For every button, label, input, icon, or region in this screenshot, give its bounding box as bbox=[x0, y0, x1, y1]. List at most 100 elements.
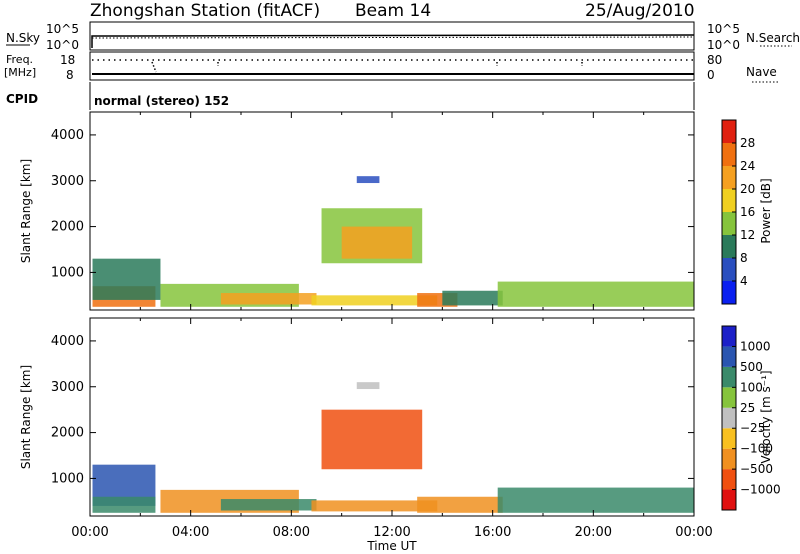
freq-tick-top: 18 bbox=[60, 53, 75, 67]
power-data-cells bbox=[92, 176, 694, 307]
power-colorbar-tick-label-5: 24 bbox=[740, 159, 755, 173]
velocity-echo-region-6 bbox=[417, 496, 503, 513]
velocity-echo-region-8 bbox=[356, 382, 380, 390]
velocity-echo-region-3 bbox=[220, 499, 317, 511]
cpid-program-text: normal (stereo) 152 bbox=[94, 94, 229, 108]
power-ytick-label-0: 1000 bbox=[51, 265, 84, 280]
time-tick-label-3: 12:00 bbox=[373, 525, 410, 540]
velocity-colorbar-cell-1 bbox=[722, 469, 736, 490]
power-colorbar-tick-label-4: 20 bbox=[740, 182, 755, 196]
velocity-echo-region-7 bbox=[497, 487, 694, 513]
velocity-echo-region-5 bbox=[321, 409, 423, 470]
velocity-ytick-label-2: 3000 bbox=[51, 380, 84, 395]
freq-tick-bottom: 8 bbox=[66, 68, 74, 82]
time-tick-label-2: 08:00 bbox=[273, 525, 310, 540]
beam-title: Beam 14 bbox=[355, 1, 431, 21]
velocity-colorbar-label: Velocity [m s⁻¹] bbox=[759, 370, 773, 463]
velocity-colorbar-tick-label-7: −1000 bbox=[740, 483, 781, 497]
power-ytick-label-2: 3000 bbox=[51, 174, 84, 189]
power-colorbar-tick-label-3: 16 bbox=[740, 205, 755, 219]
nsky-trace bbox=[91, 34, 695, 48]
time-tick-label-4: 16:00 bbox=[474, 525, 511, 540]
time-axis-ticks: 00:00 04:00 08:00 12:00 16:00 20:00 00:00 bbox=[71, 525, 712, 540]
power-colorbar-cell-3 bbox=[722, 212, 736, 235]
power-echo-region-6 bbox=[341, 226, 413, 259]
power-ytick-label-1: 2000 bbox=[51, 220, 84, 235]
nave-label: Nave bbox=[746, 65, 777, 79]
date-title: 25/Aug/2010 bbox=[585, 1, 695, 21]
power-echo-region-3 bbox=[220, 293, 317, 305]
cpid-label: CPID bbox=[6, 92, 38, 106]
power-colorbar-cell-0 bbox=[722, 281, 736, 304]
nave-tick-bottom: 0 bbox=[707, 68, 715, 82]
power-echo-region-1 bbox=[92, 258, 161, 300]
freq-unit-label: [MHz] bbox=[4, 66, 36, 79]
noise-panel-frame bbox=[89, 21, 695, 51]
power-colorbar-cell-6 bbox=[722, 143, 736, 166]
time-axis-label: Time UT bbox=[366, 539, 417, 553]
power-colorbar-tick-label-0: 4 bbox=[740, 274, 748, 288]
time-tick-label-1: 04:00 bbox=[172, 525, 209, 540]
noise-tick-top-right: 10^5 bbox=[707, 22, 740, 36]
freq-label: Freq. bbox=[6, 53, 33, 66]
power-colorbar-cell-2 bbox=[722, 235, 736, 258]
nsearch-trace bbox=[91, 36, 695, 39]
velocity-colorbar-cell-8 bbox=[722, 326, 736, 347]
velocity-heatmap: 1000 2000 3000 4000 Slant Range [km] bbox=[19, 317, 695, 517]
noise-tick-bottom-left: 10^0 bbox=[46, 38, 79, 52]
velocity-y-axis-label: Slant Range [km] bbox=[19, 365, 33, 469]
power-colorbar: 4 8 12 16 20 24 28 bbox=[721, 119, 755, 305]
velocity-ytick-label-1: 2000 bbox=[51, 426, 84, 441]
velocity-colorbar-cell-4 bbox=[722, 407, 736, 429]
power-colorbar-cell-4 bbox=[722, 189, 736, 212]
velocity-colorbar-frame bbox=[721, 325, 737, 511]
nsky-label: N.Sky bbox=[6, 31, 40, 45]
velocity-colorbar-tick-label-4: −25 bbox=[740, 421, 765, 435]
power-colorbar-label: Power [dB] bbox=[759, 178, 773, 243]
power-echo-region-10 bbox=[356, 176, 380, 184]
velocity-colorbar-tick-label-6: −500 bbox=[740, 462, 773, 476]
power-heatmap: 1000 2000 3000 4000 Slant Range [km] bbox=[19, 111, 695, 311]
power-echo-region-4 bbox=[311, 295, 438, 306]
station-title: Zhongshan Station (fitACF) bbox=[90, 1, 320, 21]
velocity-data-cells bbox=[92, 382, 694, 513]
velocity-colorbar-tick-label-2: 100 bbox=[740, 380, 763, 394]
velocity-ytick-label-0: 1000 bbox=[51, 471, 84, 486]
time-tick-label-6: 00:00 bbox=[675, 525, 712, 540]
power-colorbar-cell-5 bbox=[722, 166, 736, 189]
velocity-echo-region-4 bbox=[311, 500, 438, 512]
velocity-axis-ticks: 1000 2000 3000 4000 bbox=[51, 318, 695, 516]
power-colorbar-tick-label-1: 8 bbox=[740, 251, 748, 265]
power-ytick-label-3: 4000 bbox=[51, 128, 84, 143]
power-colorbar-tick-label-2: 12 bbox=[740, 228, 755, 242]
power-y-axis-label: Slant Range [km] bbox=[19, 159, 33, 263]
velocity-colorbar-tick-label-3: 25 bbox=[740, 401, 755, 415]
velocity-colorbar-cell-5 bbox=[722, 387, 736, 408]
power-colorbar-cell-7 bbox=[722, 120, 736, 143]
velocity-echo-region-1 bbox=[92, 496, 156, 513]
nave-dips bbox=[151, 61, 583, 73]
power-echo-region-8 bbox=[442, 290, 503, 306]
velocity-colorbar: 1000 500 100 25 −25 −100 −500 −1000 bbox=[721, 325, 781, 511]
nave-tick-top: 80 bbox=[707, 53, 722, 67]
velocity-colorbar-cell-7 bbox=[722, 346, 736, 367]
noise-tick-bottom-right: 10^0 bbox=[707, 38, 740, 52]
freq-panel-frame bbox=[89, 51, 695, 81]
velocity-colorbar-tick-label-1: 500 bbox=[740, 360, 763, 374]
power-echo-region-9 bbox=[497, 281, 694, 307]
velocity-colorbar-tick-label-5: −100 bbox=[740, 442, 773, 456]
noise-tick-top-left: 10^5 bbox=[46, 22, 79, 36]
velocity-colorbar-cell-2 bbox=[722, 448, 736, 470]
velocity-colorbar-cell-3 bbox=[722, 428, 736, 449]
nsearch-label: N.Search bbox=[746, 31, 800, 45]
velocity-colorbar-cell-6 bbox=[722, 366, 736, 388]
power-colorbar-cell-1 bbox=[722, 258, 736, 281]
time-tick-label-5: 20:00 bbox=[575, 525, 612, 540]
velocity-colorbar-tick-label-0: 1000 bbox=[740, 339, 771, 353]
power-axis-ticks: 1000 2000 3000 4000 bbox=[51, 112, 695, 310]
time-tick-label-0: 00:00 bbox=[71, 525, 108, 540]
velocity-ytick-label-3: 4000 bbox=[51, 334, 84, 349]
power-colorbar-tick-label-6: 28 bbox=[740, 136, 755, 150]
velocity-colorbar-cell-0 bbox=[722, 489, 736, 510]
